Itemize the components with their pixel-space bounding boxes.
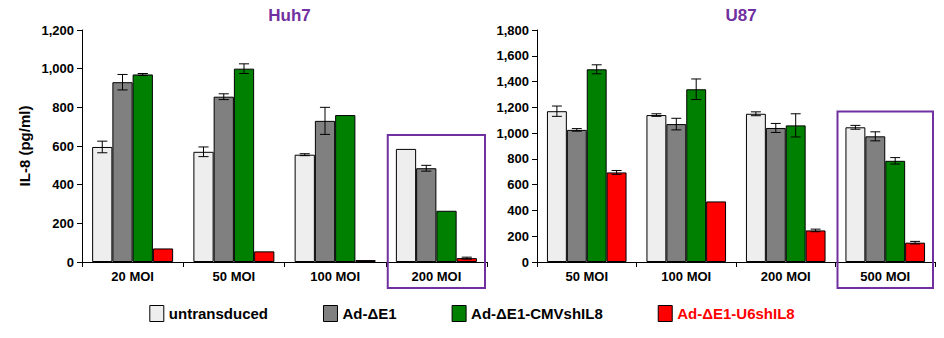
svg-text:Ad-ΔE1-CMVshIL8: Ad-ΔE1-CMVshIL8 bbox=[471, 305, 603, 322]
svg-text:400: 400 bbox=[507, 203, 529, 218]
svg-text:600: 600 bbox=[52, 139, 74, 154]
svg-text:100 MOI: 100 MOI bbox=[661, 269, 711, 284]
svg-text:1,200: 1,200 bbox=[496, 100, 529, 115]
svg-text:100 MOI: 100 MOI bbox=[310, 269, 360, 284]
svg-text:1,800: 1,800 bbox=[496, 23, 529, 38]
svg-text:200: 200 bbox=[52, 216, 74, 231]
svg-text:1,600: 1,600 bbox=[496, 48, 529, 63]
svg-text:200 MOI: 200 MOI bbox=[411, 269, 461, 284]
svg-text:500 MOI: 500 MOI bbox=[860, 269, 910, 284]
svg-text:800: 800 bbox=[507, 151, 529, 166]
svg-text:Huh7: Huh7 bbox=[268, 6, 311, 25]
svg-text:50 MOI: 50 MOI bbox=[565, 269, 608, 284]
svg-text:untransduced: untransduced bbox=[169, 305, 268, 322]
svg-text:1,000: 1,000 bbox=[41, 61, 74, 76]
svg-text:U87: U87 bbox=[725, 6, 756, 25]
svg-text:600: 600 bbox=[507, 177, 529, 192]
svg-text:400: 400 bbox=[52, 177, 74, 192]
svg-text:Ad-ΔE1: Ad-ΔE1 bbox=[342, 305, 396, 322]
svg-text:1,000: 1,000 bbox=[496, 126, 529, 141]
svg-text:IL-8 (pg/ml): IL-8 (pg/ml) bbox=[16, 106, 33, 187]
svg-text:800: 800 bbox=[52, 100, 74, 115]
svg-text:1,200: 1,200 bbox=[41, 23, 74, 38]
svg-text:20 MOI: 20 MOI bbox=[111, 269, 154, 284]
svg-text:200: 200 bbox=[507, 229, 529, 244]
svg-text:0: 0 bbox=[67, 255, 74, 270]
svg-text:0: 0 bbox=[522, 255, 529, 270]
svg-text:50 MOI: 50 MOI bbox=[213, 269, 256, 284]
svg-text:Ad-ΔE1-U6shIL8: Ad-ΔE1-U6shIL8 bbox=[677, 305, 794, 322]
svg-text:1,400: 1,400 bbox=[496, 74, 529, 89]
svg-text:200 MOI: 200 MOI bbox=[761, 269, 811, 284]
